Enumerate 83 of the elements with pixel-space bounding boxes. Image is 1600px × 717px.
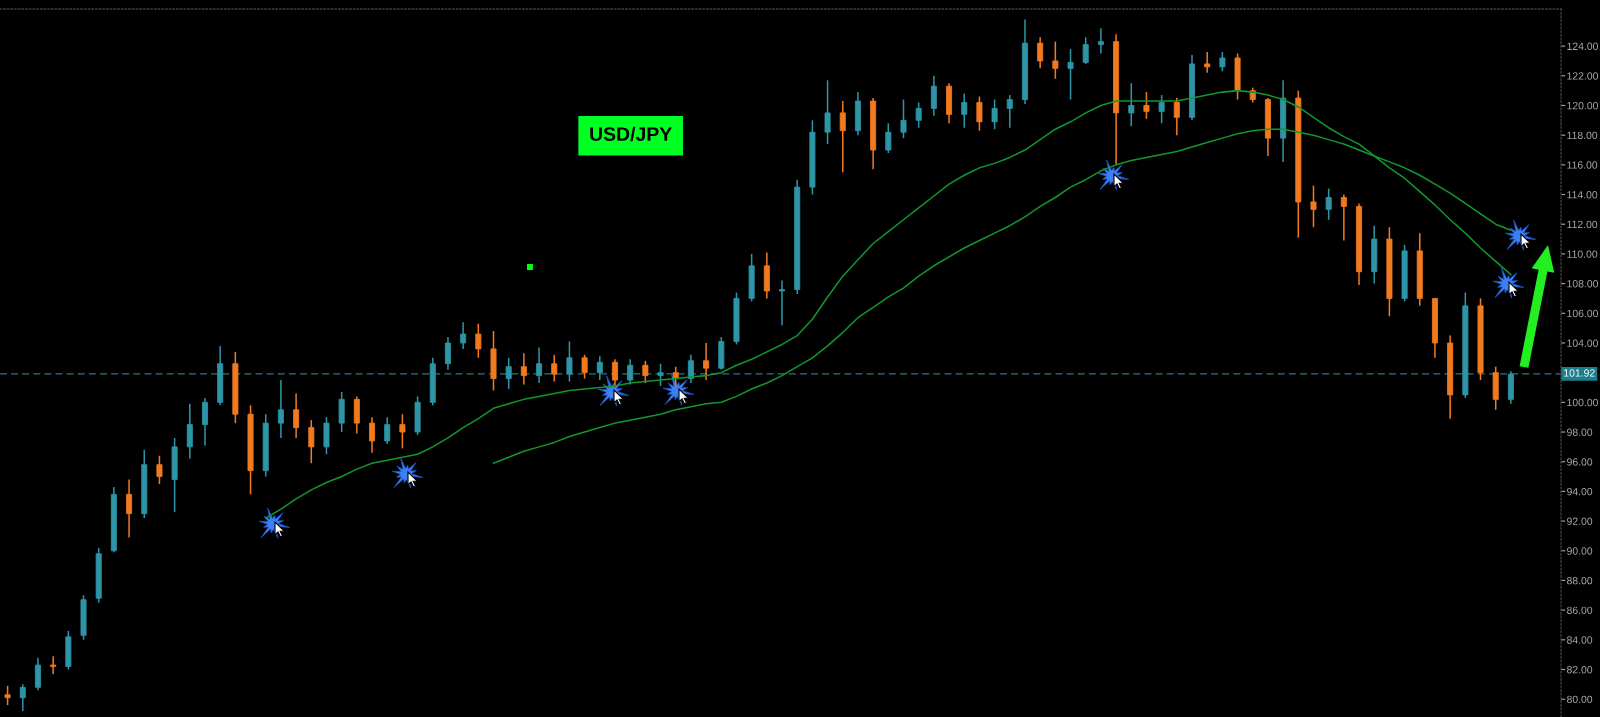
y-tick-label: 120.00 (1567, 101, 1599, 110)
candlestick (34, 656, 41, 692)
candlestick (293, 392, 300, 439)
candlestick (611, 358, 618, 387)
candlestick (779, 279, 786, 326)
candlestick (50, 655, 57, 675)
candlestick (323, 416, 330, 456)
y-tick-label: 114.00 (1567, 191, 1598, 199)
candlestick (642, 360, 649, 384)
y-tick-label: 82.00 (1567, 666, 1593, 674)
y-tick-label: 104.00 (1567, 339, 1599, 347)
candlestick (1082, 36, 1089, 65)
candlestick (308, 419, 315, 464)
y-tick-label: 88.00 (1567, 576, 1593, 585)
candlestick (201, 397, 208, 447)
y-tick-label: 84.00 (1567, 636, 1593, 644)
candlestick (581, 354, 588, 380)
candlestick (277, 379, 284, 439)
y-tick-label: 100.00 (1567, 398, 1599, 407)
candlestick (703, 342, 710, 381)
candlestick (672, 365, 679, 387)
candlestick (657, 362, 664, 387)
candlestick (1340, 193, 1347, 242)
candlestick (961, 92, 968, 129)
candlestick (839, 100, 846, 174)
candlestick (1158, 94, 1165, 125)
candlestick (1097, 27, 1104, 55)
candlestick (1128, 82, 1135, 128)
y-tick-label: 122.00 (1567, 72, 1599, 80)
candlestick (885, 122, 892, 154)
candlestick (976, 95, 983, 132)
candlestick (399, 413, 406, 450)
y-tick-label: 112.00 (1567, 220, 1598, 229)
candlestick (1310, 184, 1317, 228)
candlestick (536, 346, 543, 384)
candlestick (1052, 40, 1059, 80)
ref-line-label: 101.92 (1564, 369, 1595, 377)
candlestick (4, 685, 11, 706)
candlestick (475, 322, 482, 359)
candlestick (900, 98, 907, 139)
candlestick (19, 683, 26, 712)
candlestick (566, 340, 573, 383)
candlestick (1067, 48, 1074, 101)
y-tick-label: 124.00 (1567, 42, 1599, 50)
candlestick (520, 352, 527, 386)
y-tick-label: 90.00 (1567, 547, 1593, 555)
candlestick (1204, 51, 1211, 74)
y-tick-label: 92.00 (1567, 517, 1593, 525)
y-tick-label: 110.00 (1567, 250, 1598, 258)
candlestick (991, 98, 998, 130)
candlestick (156, 455, 163, 485)
candlestick (353, 395, 360, 435)
y-tick-label: 80.00 (1567, 695, 1593, 704)
y-tick-label: 94.00 (1567, 487, 1593, 496)
candlestick (460, 321, 467, 350)
candlestick (1006, 94, 1013, 129)
candlestick (1143, 91, 1150, 120)
y-tick-label: 86.00 (1567, 606, 1593, 615)
y-tick-label: 116.00 (1567, 161, 1598, 169)
y-tick-label: 108.00 (1567, 280, 1599, 288)
candlestick (369, 416, 376, 454)
candlestick (687, 354, 694, 384)
text: USD/JPY (590, 126, 672, 142)
candlestick (1325, 187, 1332, 221)
y-tick-label: 118.00 (1567, 131, 1598, 140)
y-tick-label: 96.00 (1567, 458, 1593, 466)
candlestick (915, 101, 922, 129)
candlestick (824, 79, 831, 145)
candlestick (338, 391, 345, 433)
candlestick (551, 354, 558, 383)
candlestick (444, 336, 451, 371)
candlestick (1037, 36, 1044, 70)
candlestick (1219, 51, 1226, 73)
candlestick (505, 357, 512, 390)
candlestick (1173, 97, 1180, 136)
candlestick (930, 75, 937, 117)
candlestick (186, 403, 193, 460)
candlestick (126, 478, 133, 539)
candlestick (384, 416, 391, 445)
y-tick-label: 98.00 (1567, 428, 1593, 436)
candlestick (627, 358, 634, 386)
y-tick-label: 106.00 (1567, 309, 1599, 318)
candlestick (596, 355, 603, 381)
